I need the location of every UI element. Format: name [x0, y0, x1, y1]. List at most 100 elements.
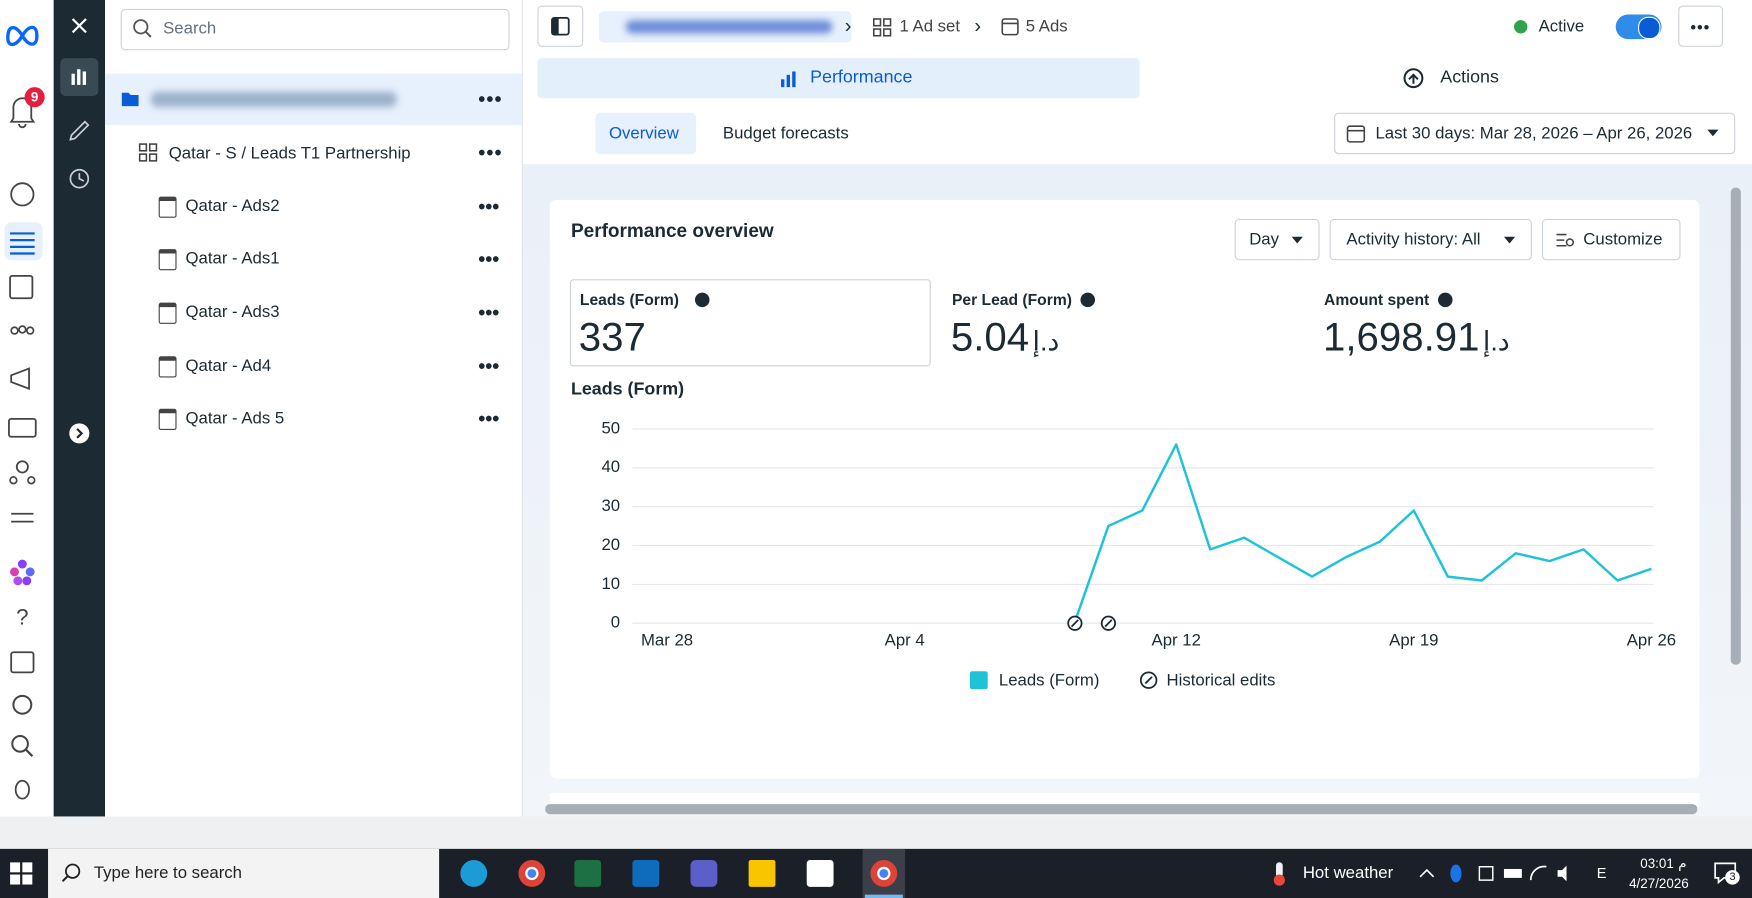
notification-center[interactable] [1713, 860, 1740, 887]
breadcrumb-ads[interactable]: 5 Ads [1025, 16, 1068, 36]
metric-label: Leads (Form) [579, 290, 679, 309]
more-button[interactable]: ••• [478, 301, 500, 324]
next-card [549, 793, 1700, 807]
metric-label: Per Lead (Form) [951, 290, 1072, 309]
metric-value: 337 [578, 313, 646, 360]
clock-time[interactable]: 03:01 [1640, 855, 1674, 872]
ad-name[interactable]: Qatar - Ads1 [185, 249, 280, 269]
excel[interactable] [574, 860, 602, 887]
metric-box[interactable] [569, 279, 931, 367]
more-button[interactable]: ••• [478, 88, 503, 111]
info-icon [1080, 292, 1096, 308]
caret [1503, 236, 1516, 244]
dashboard-icon[interactable] [10, 182, 35, 207]
adset-icon [138, 143, 158, 162]
billing-icon[interactable] [8, 417, 37, 438]
tool-icons [60, 18, 99, 444]
outlook[interactable] [632, 860, 660, 887]
teams[interactable] [690, 860, 718, 887]
ad-name[interactable]: Qatar - Ads 5 [185, 408, 285, 428]
ad-icon [158, 302, 177, 324]
taskbar-search[interactable] [48, 848, 440, 898]
nav-icons: ? [4, 25, 45, 800]
metric-label: Amount spent [1324, 290, 1430, 309]
ad-icon [158, 196, 177, 218]
campaign-icon[interactable] [10, 367, 30, 390]
ad-name[interactable]: Qatar - Ad4 [185, 356, 272, 376]
ad-icon [158, 249, 177, 271]
info-icon [694, 292, 710, 308]
metric-value: 1,698.91 د.إ [1322, 313, 1510, 360]
caret [1291, 236, 1303, 244]
v-scroll-thumb[interactable] [1730, 187, 1741, 665]
metric-value: 5.04 د.إ [950, 313, 1060, 360]
weather-icon[interactable] [1267, 860, 1292, 887]
breadcrumb-adset[interactable]: 1 Ad set [899, 16, 961, 36]
notification-badge: 3 [1725, 870, 1740, 885]
control-label: Activity history: All [1346, 230, 1481, 250]
tree-panel [105, 0, 523, 817]
search-placeholder: Search [163, 18, 217, 38]
blurred-name [625, 20, 833, 34]
more-button[interactable]: ••• [478, 355, 500, 378]
weather-text: Hot weather [1302, 863, 1394, 883]
metric-currency: د.إ [1482, 327, 1510, 358]
customize-icon [1556, 233, 1575, 247]
adset-name[interactable]: Qatar - S / Leads T1 Partnership [168, 144, 411, 164]
sidebar-toggle[interactable] [537, 5, 584, 47]
edge[interactable] [460, 860, 488, 887]
pages-icon[interactable] [9, 274, 34, 300]
date-picker[interactable] [1334, 112, 1736, 155]
adset-icon [872, 18, 892, 37]
search-box[interactable] [120, 8, 510, 51]
language[interactable]: E [1596, 864, 1607, 882]
more-button[interactable]: ••• [478, 247, 500, 271]
customize-button[interactable] [1541, 218, 1681, 261]
toggle-knob [1638, 16, 1661, 40]
chart-icon [781, 71, 796, 88]
clock-date: 4/27/2026 [1629, 875, 1689, 892]
active-nav[interactable] [4, 222, 43, 261]
toggle-icon [551, 16, 570, 36]
taskbar-search-text: Type here to search [93, 863, 242, 883]
search-icon [133, 19, 152, 38]
tab-label[interactable]: Actions [1440, 68, 1499, 88]
day-select[interactable] [1234, 218, 1320, 261]
more-menu[interactable] [1678, 5, 1723, 47]
ad-name[interactable]: Qatar - Ads3 [185, 302, 280, 322]
sticky-notes[interactable] [748, 860, 776, 887]
date-range: Last 30 days: Mar 28, 2026 – Apr 26, 202… [1375, 123, 1693, 143]
ad-icon [1001, 18, 1019, 36]
chevron: › [974, 14, 982, 37]
subtab-label[interactable]: Budget forecasts [722, 123, 849, 143]
h-scroll-thumb[interactable] [545, 804, 1698, 815]
notion[interactable] [806, 860, 834, 887]
card-title: Performance overview [570, 220, 774, 242]
ad-icon [158, 408, 177, 431]
info-icon [1438, 292, 1453, 308]
ad-icon [158, 356, 177, 378]
taskbar-apps [460, 848, 906, 898]
status-label: Active [1538, 16, 1585, 36]
chevron: › [844, 14, 852, 37]
caret [1707, 129, 1719, 137]
activity-select[interactable] [1329, 218, 1532, 261]
more-button[interactable]: ••• [478, 141, 503, 165]
search-icon [61, 863, 81, 882]
status-dot [1514, 20, 1528, 34]
badge [24, 87, 45, 108]
clock-period: م [1678, 855, 1687, 872]
metric-currency: د.إ [1032, 327, 1060, 358]
tab-performance[interactable] [537, 58, 1140, 99]
tray-icons[interactable] [1417, 862, 1585, 884]
subtab-overview[interactable] [595, 112, 697, 155]
ad-name[interactable]: Qatar - Ads2 [185, 196, 280, 216]
meta-logo[interactable] [6, 25, 39, 47]
more-button[interactable]: ••• [478, 195, 500, 218]
start-button[interactable] [10, 862, 33, 885]
folder-icon [121, 92, 139, 107]
more-button[interactable]: ••• [478, 407, 500, 431]
